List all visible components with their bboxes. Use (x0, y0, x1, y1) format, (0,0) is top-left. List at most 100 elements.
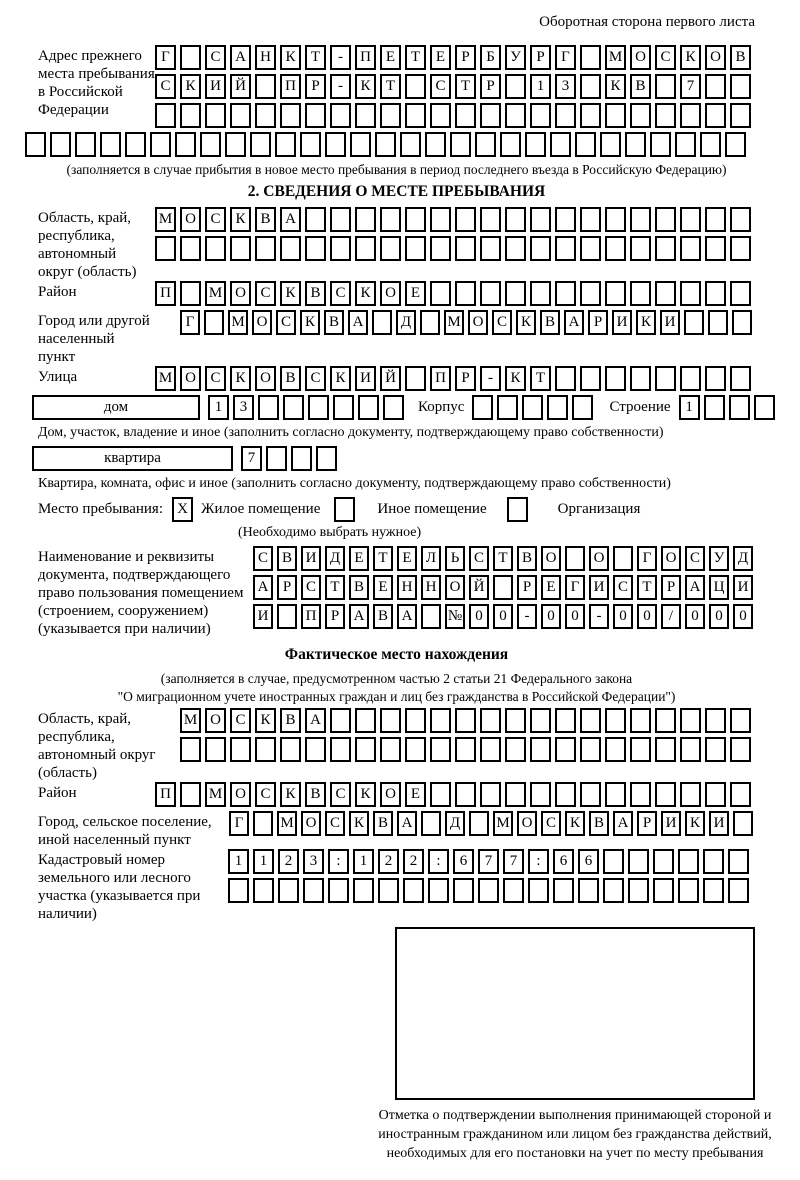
char-box: Р (277, 575, 297, 600)
char-box: Р (480, 74, 501, 99)
char-box (480, 737, 501, 762)
char-box (280, 236, 301, 261)
char-box: С (330, 281, 351, 306)
char-box (305, 103, 326, 128)
char-box: Т (405, 45, 426, 70)
char-box (250, 132, 271, 157)
char-box (430, 236, 451, 261)
char-box: 0 (613, 604, 633, 629)
char-box (705, 782, 726, 807)
char-box: К (255, 708, 276, 733)
char-box: Г (155, 45, 176, 70)
char-box (375, 132, 396, 157)
char-box (425, 132, 446, 157)
char-box: И (301, 546, 321, 571)
char-box (708, 310, 728, 335)
char-box (680, 366, 701, 391)
char-box (430, 207, 451, 232)
char-box (522, 395, 544, 420)
char-box (705, 236, 726, 261)
char-box (630, 236, 651, 261)
char-box: В (324, 310, 344, 335)
char-box (580, 366, 601, 391)
char-box: Д (396, 310, 416, 335)
char-box (655, 708, 676, 733)
char-box (605, 782, 626, 807)
char-box: М (444, 310, 464, 335)
char-box (580, 236, 601, 261)
char-box: Т (637, 575, 657, 600)
char-box: : (328, 849, 349, 874)
char-box (703, 878, 724, 903)
char-box: О (541, 546, 561, 571)
char-box: В (277, 546, 297, 571)
char-box: В (517, 546, 537, 571)
char-box (25, 132, 46, 157)
char-box (603, 849, 624, 874)
char-box: 1 (353, 849, 374, 874)
char-box: 6 (453, 849, 474, 874)
char-box (205, 103, 226, 128)
char-box (525, 132, 546, 157)
char-box (705, 708, 726, 733)
char-box: Н (421, 575, 441, 600)
char-box: : (428, 849, 449, 874)
char-box: С (685, 546, 705, 571)
char-box (530, 782, 551, 807)
char-box (578, 878, 599, 903)
char-box: 0 (637, 604, 657, 629)
choose-note: (Необходимо выбрать нужное) (238, 525, 422, 540)
char-box (555, 737, 576, 762)
char-box: Т (373, 546, 393, 571)
char-box (680, 281, 701, 306)
char-box (372, 310, 392, 335)
char-box: Т (455, 74, 476, 99)
char-box (613, 546, 633, 571)
char-box: Р (530, 45, 551, 70)
char-box (630, 281, 651, 306)
char-box: Е (373, 575, 393, 600)
char-box: К (280, 45, 301, 70)
char-box (328, 878, 349, 903)
char-box (291, 446, 312, 471)
char-box: А (348, 310, 368, 335)
char-box (625, 132, 646, 157)
cadastral-field: Кадастровый номер земельного или лесного… (38, 849, 755, 923)
char-box (378, 878, 399, 903)
stay-option-organization: Организация (557, 501, 641, 517)
house-box-label: дом (32, 395, 200, 420)
char-box (380, 236, 401, 261)
char-box: - (517, 604, 537, 629)
char-box (703, 849, 724, 874)
stay-type-row: Место пребывания: X Жилое помещение Иное… (38, 497, 755, 522)
char-box (580, 737, 601, 762)
char-box (330, 207, 351, 232)
char-box: С (253, 546, 273, 571)
char-box (405, 207, 426, 232)
char-box: П (301, 604, 321, 629)
char-box (205, 236, 226, 261)
char-box (283, 395, 304, 420)
char-box (655, 281, 676, 306)
section2-title: 2. СВЕДЕНИЯ О МЕСТЕ ПРЕБЫВАНИЯ (247, 183, 546, 200)
char-box (630, 737, 651, 762)
char-box (266, 446, 287, 471)
char-box: С (301, 575, 321, 600)
char-box (705, 366, 726, 391)
char-box (475, 132, 496, 157)
char-box: А (397, 604, 417, 629)
char-box (421, 604, 441, 629)
stroenie-cells: 1 (678, 395, 779, 420)
char-box: А (349, 604, 369, 629)
char-box: И (612, 310, 632, 335)
char-box: 1 (678, 395, 700, 420)
